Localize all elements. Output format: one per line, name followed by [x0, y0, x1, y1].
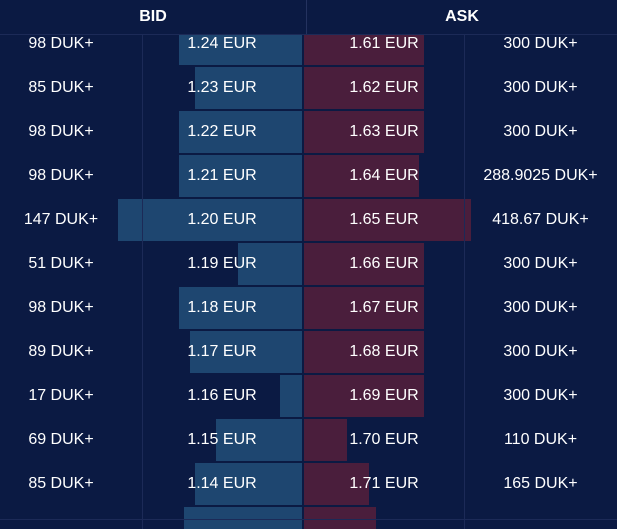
order-book: 98 DUK+ 1.24 EUR 1.61 EUR 300 DUK+ 85 DUK+ 1.… [0, 34, 617, 529]
ask-column-header: ASK [445, 8, 479, 25]
ask-depth-bar [304, 419, 347, 461]
ask-price: 1.62 EUR [349, 79, 419, 96]
ask-depth-bar [304, 507, 376, 529]
bid-depth-bar [238, 243, 302, 285]
bid-price: 1.14 EUR [187, 475, 257, 492]
ask-quantity: 300 DUK+ [503, 255, 578, 272]
ask-quantity: 300 DUK+ [503, 387, 578, 404]
bid-price: 1.21 EUR [187, 167, 257, 184]
ask-quantity [464, 506, 617, 529]
order-book-row[interactable]: 98 DUK+ 1.22 EUR 1.63 EUR 300 DUK+ [0, 110, 617, 154]
bid-quantity: 51 DUK+ [28, 255, 94, 272]
bid-price: 1.23 EUR [187, 79, 257, 96]
order-book-header: BID ASK [0, 0, 617, 35]
ask-price: 1.68 EUR [349, 343, 419, 360]
bid-column-header: BID [0, 0, 307, 34]
ask-price: 1.70 EUR [349, 431, 419, 448]
bid-quantity: 98 DUK+ [28, 123, 94, 140]
order-book-row[interactable]: 17 DUK+ 1.16 EUR 1.69 EUR 300 DUK+ [0, 374, 617, 418]
bid-depth-bar [280, 375, 302, 417]
bid-price: 1.15 EUR [187, 431, 257, 448]
ask-quantity: 300 DUK+ [503, 123, 578, 140]
order-book-row[interactable]: 51 DUK+ 1.19 EUR 1.66 EUR 300 DUK+ [0, 242, 617, 286]
bid-quantity [0, 506, 122, 529]
bid-quantity: 69 DUK+ [28, 431, 94, 448]
bid-depth-bar [179, 111, 302, 153]
ask-price [304, 506, 464, 529]
bid-depth-bar [179, 34, 302, 65]
ask-quantity: 418.67 DUK+ [492, 211, 589, 228]
ask-depth-bar [304, 375, 424, 417]
ask-depth-bar [304, 67, 424, 109]
ask-depth-bar [304, 331, 424, 373]
bid-depth-bar [118, 199, 302, 241]
bid-depth-bar [195, 463, 302, 505]
bid-ask-divider [302, 34, 304, 529]
ask-price: 1.65 EUR [349, 211, 419, 228]
bid-quantity: 98 DUK+ [28, 299, 94, 316]
order-book-row[interactable]: 98 DUK+ 1.24 EUR 1.61 EUR 300 DUK+ [0, 34, 617, 66]
bid-quantity: 98 DUK+ [28, 167, 94, 184]
ask-quantity: 300 DUK+ [503, 343, 578, 360]
order-book-row[interactable]: 85 DUK+ 1.14 EUR 1.71 EUR 165 DUK+ [0, 462, 617, 506]
ask-quantity: 288.9025 DUK+ [483, 167, 598, 184]
bid-depth-bar [216, 419, 302, 461]
order-book-row[interactable]: 98 DUK+ 1.21 EUR 1.64 EUR 288.9025 DUK+ [0, 154, 617, 198]
order-book-row[interactable]: 69 DUK+ 1.15 EUR 1.70 EUR 110 DUK+ [0, 418, 617, 462]
ask-price: 1.63 EUR [349, 123, 419, 140]
ask-price: 1.61 EUR [349, 35, 419, 52]
ask-quantity: 165 DUK+ [503, 475, 578, 492]
bid-quantity: 85 DUK+ [28, 79, 94, 96]
column-divider [464, 34, 465, 529]
ask-price: 1.64 EUR [349, 167, 419, 184]
bid-depth-bar [195, 67, 302, 109]
order-book-row[interactable]: 85 DUK+ 1.23 EUR 1.62 EUR 300 DUK+ [0, 66, 617, 110]
ask-price: 1.69 EUR [349, 387, 419, 404]
ask-depth-bar [304, 199, 471, 241]
bid-price: 1.24 EUR [187, 35, 257, 52]
bid-price: 1.17 EUR [187, 343, 257, 360]
bid-price: 1.22 EUR [187, 123, 257, 140]
footer-divider [0, 519, 617, 520]
ask-price: 1.67 EUR [349, 299, 419, 316]
ask-depth-bar [304, 243, 424, 285]
ask-price: 1.66 EUR [349, 255, 419, 272]
ask-depth-bar [304, 287, 424, 329]
bid-quantity: 85 DUK+ [28, 475, 94, 492]
bid-price: 1.18 EUR [187, 299, 257, 316]
bid-quantity: 89 DUK+ [28, 343, 94, 360]
bid-price: 1.19 EUR [187, 255, 257, 272]
ask-quantity: 300 DUK+ [503, 35, 578, 52]
ask-depth-bar [304, 463, 369, 505]
column-divider [142, 34, 143, 529]
bid-quantity: 17 DUK+ [28, 387, 94, 404]
bid-depth-bar [179, 287, 302, 329]
bid-quantity: 98 DUK+ [28, 35, 94, 52]
bid-price: 1.20 EUR [187, 211, 257, 228]
order-book-row[interactable]: 98 DUK+ 1.18 EUR 1.67 EUR 300 DUK+ [0, 286, 617, 330]
ask-depth-bar [304, 111, 424, 153]
order-book-row[interactable] [0, 506, 617, 529]
ask-depth-bar [304, 155, 419, 197]
ask-quantity: 300 DUK+ [503, 79, 578, 96]
bid-quantity: 147 DUK+ [23, 211, 99, 228]
ask-depth-bar [304, 34, 424, 65]
bid-depth-bar [184, 507, 302, 529]
bid-depth-bar [179, 155, 302, 197]
bid-price [142, 506, 302, 529]
bid-depth-bar [190, 331, 302, 373]
ask-quantity: 110 DUK+ [503, 431, 578, 448]
bid-price: 1.16 EUR [187, 387, 257, 404]
order-book-row[interactable]: 89 DUK+ 1.17 EUR 1.68 EUR 300 DUK+ [0, 330, 617, 374]
order-book-row[interactable]: 147 DUK+ 1.20 EUR 1.65 EUR 418.67 DUK+ [0, 198, 617, 242]
ask-price: 1.71 EUR [349, 475, 419, 492]
ask-quantity: 300 DUK+ [503, 299, 578, 316]
